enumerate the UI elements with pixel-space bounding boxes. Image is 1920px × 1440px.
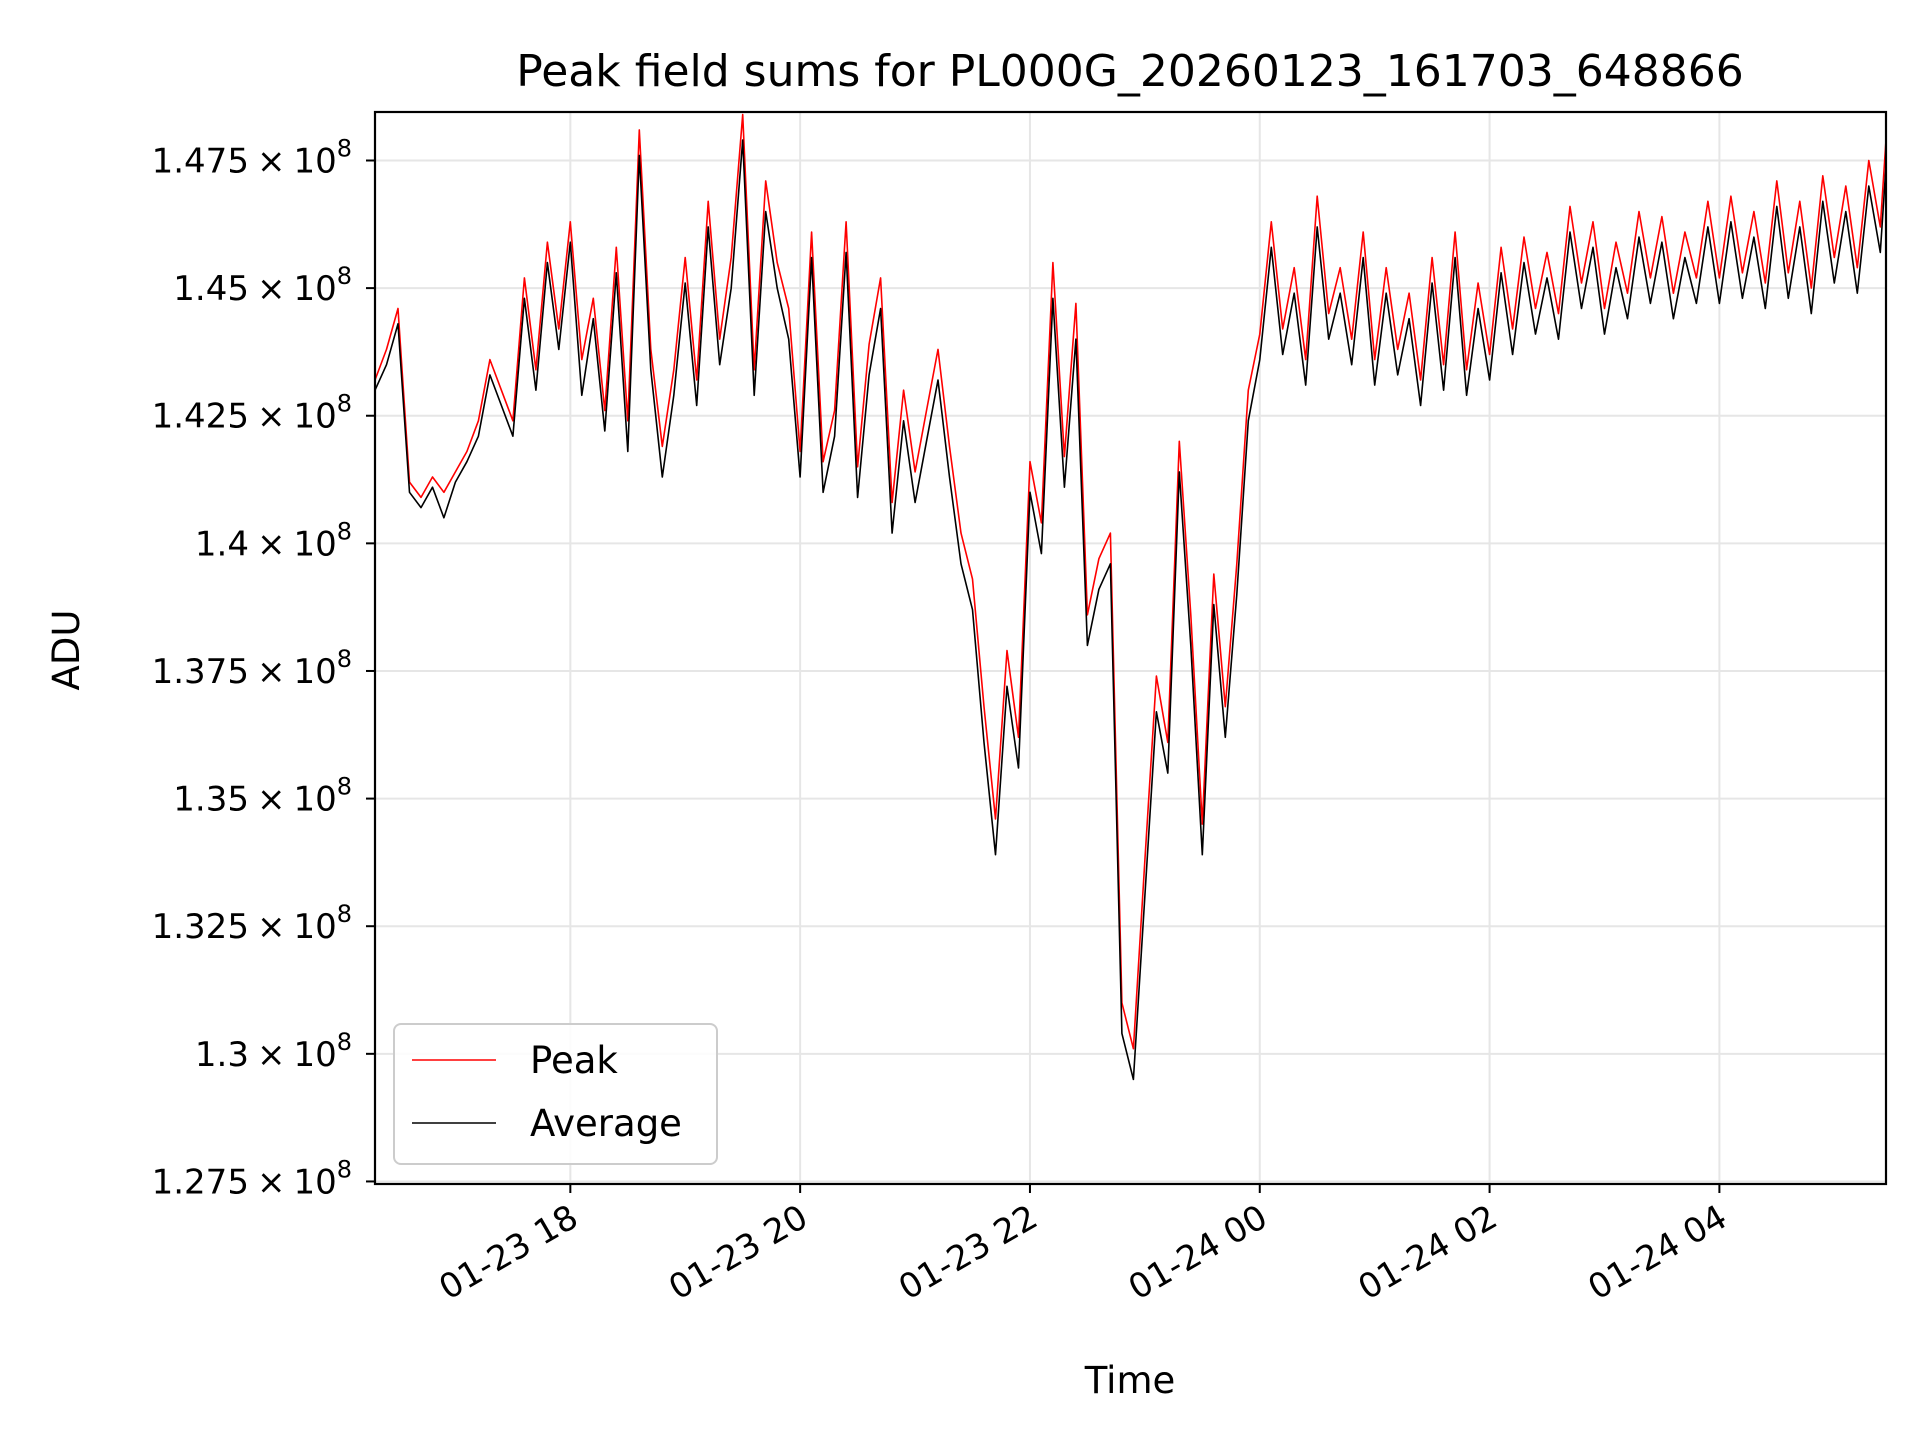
y-tick-base: 10 <box>293 1162 336 1202</box>
y-tick-times: × <box>257 524 286 564</box>
y-tick-mantissa: 1.475 <box>152 141 249 181</box>
y-tick-exponent: 8 <box>337 645 352 673</box>
grid-lines <box>375 112 1886 1184</box>
y-tick-mantissa: 1.275 <box>152 1162 249 1202</box>
y-axis-title: ADU <box>45 610 88 691</box>
plot-frame <box>373 110 1888 1186</box>
y-tick-times: × <box>257 269 286 309</box>
y-tick-mantissa: 1.3 <box>195 1035 249 1075</box>
series-line-peak <box>374 113 1887 1050</box>
y-tick-exponent: 8 <box>337 900 352 928</box>
y-tick-label: 1.325 × 108 <box>152 900 352 947</box>
y-tick-times: × <box>257 907 286 947</box>
y-tick-base: 10 <box>293 269 336 309</box>
y-tick-mantissa: 1.35 <box>173 780 249 820</box>
y-tick-label: 1.3 × 108 <box>195 1028 352 1075</box>
y-tick-exponent: 8 <box>337 262 352 290</box>
y-tick-label: 1.475 × 108 <box>152 134 352 181</box>
y-tick-base: 10 <box>293 907 336 947</box>
y-tick-mantissa: 1.325 <box>152 907 249 947</box>
y-tick-base: 10 <box>293 524 336 564</box>
y-tick-exponent: 8 <box>337 390 352 418</box>
legend-average-label: Average <box>530 1102 682 1145</box>
y-tick-base: 10 <box>293 652 336 692</box>
y-tick-mantissa: 1.375 <box>152 652 249 692</box>
y-tick-base: 10 <box>293 397 336 437</box>
legend-box <box>393 1023 718 1165</box>
legend-peak-label: Peak <box>530 1039 618 1082</box>
series-line-average <box>374 139 1887 1081</box>
y-tick-label: 1.425 × 108 <box>152 390 352 437</box>
y-tick-base: 10 <box>293 141 336 181</box>
y-tick-label: 1.275 × 108 <box>152 1155 352 1202</box>
y-tick-label: 1.35 × 108 <box>173 773 352 820</box>
y-tick-label: 1.375 × 108 <box>152 645 352 692</box>
legend: Peak Average <box>393 1023 718 1165</box>
y-tick-exponent: 8 <box>337 1155 352 1183</box>
y-tick-mantissa: 1.425 <box>152 397 249 437</box>
y-tick-times: × <box>257 652 286 692</box>
y-tick-mantissa: 1.45 <box>173 269 249 309</box>
series-lines <box>374 113 1887 1081</box>
y-tick-exponent: 8 <box>337 517 352 545</box>
y-tick-label: 1.4 × 108 <box>195 517 352 564</box>
y-tick-exponent: 8 <box>337 134 352 162</box>
y-tick-times: × <box>257 1162 286 1202</box>
x-axis-title: Time <box>1084 1359 1176 1402</box>
y-tick-exponent: 8 <box>337 773 352 801</box>
y-tick-base: 10 <box>293 1035 336 1075</box>
y-tick-times: × <box>257 141 286 181</box>
y-tick-times: × <box>257 780 286 820</box>
chart-title: Peak field sums for PL000G_20260123_1617… <box>516 46 1743 97</box>
y-tick-mantissa: 1.4 <box>195 524 249 564</box>
y-tick-label: 1.45 × 108 <box>173 262 352 309</box>
y-tick-base: 10 <box>293 780 336 820</box>
y-tick-times: × <box>257 1035 286 1075</box>
y-tick-exponent: 8 <box>337 1028 352 1056</box>
y-tick-times: × <box>257 397 286 437</box>
